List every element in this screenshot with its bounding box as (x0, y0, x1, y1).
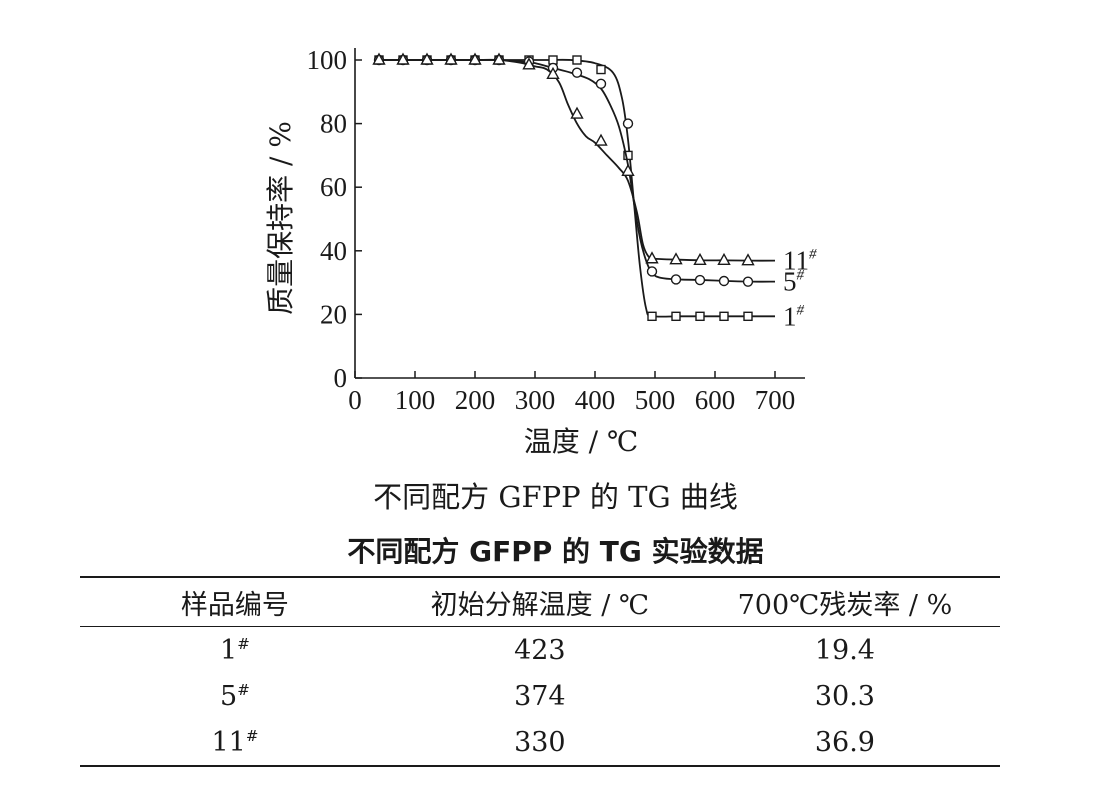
x-tick-label: 500 (635, 385, 676, 415)
chart-axes: 0 20 40 60 80 100 0 100 200 300 400 500 600 700 (307, 45, 805, 415)
square-marker (647, 311, 657, 322)
sample-sup: # (237, 634, 250, 653)
triangle-marker (396, 52, 410, 65)
series-5# (373, 54, 776, 287)
series-11# (372, 52, 776, 266)
chart-series (372, 52, 776, 322)
triangle-marker (570, 106, 584, 119)
table-title: 不同配方 GFPP 的 TG 实验数据 (347, 535, 764, 568)
triangle-marker (645, 251, 659, 264)
tg-data-table: 样品编号 初始分解温度 / ℃ 700℃残炭率 / % 1# 423 19.4 … (80, 576, 1000, 767)
series-line (379, 58, 775, 318)
x-tick-label: 100 (395, 385, 436, 415)
series-label-1#: 1# (783, 301, 805, 331)
triangle-marker (468, 52, 482, 65)
circle-marker (694, 274, 706, 286)
tg-chart: 0 20 40 60 80 100 0 100 200 300 400 500 600 700 1#5#1… (264, 45, 817, 458)
cell-onset: 330 (514, 726, 566, 758)
sample-sup: # (237, 680, 250, 699)
series-label-11#: 11# (783, 246, 817, 276)
header-char-residue: 700℃残炭率 / % (737, 589, 953, 621)
square-marker (596, 64, 606, 75)
x-tick-label: 400 (575, 385, 616, 415)
circle-marker (718, 275, 730, 287)
header-onset-temp: 初始分解温度 / ℃ (430, 589, 650, 621)
triangle-marker (741, 253, 755, 266)
triangle-marker (693, 252, 707, 266)
circle-marker (571, 67, 583, 78)
x-tick-label: 600 (695, 385, 736, 415)
cell-sample: 1# (80, 627, 390, 674)
triangle-marker (372, 52, 386, 65)
y-tick-label: 100 (307, 45, 348, 75)
header-sample: 样品编号 (180, 589, 289, 621)
y-tick-label: 20 (320, 299, 347, 329)
sample-sup: # (245, 726, 259, 745)
triangle-marker (420, 52, 434, 65)
table-header-row: 样品编号 初始分解温度 / ℃ 700℃残炭率 / % (80, 577, 1000, 627)
square-marker (743, 311, 753, 322)
table-row: 11# 330 36.9 (80, 719, 1000, 766)
y-tick-label: 0 (334, 363, 348, 393)
y-tick-label: 80 (320, 109, 347, 139)
series-line (379, 58, 776, 262)
circle-marker (622, 118, 634, 129)
square-marker (695, 311, 705, 322)
cell-onset: 374 (514, 680, 566, 712)
triangle-marker (492, 52, 506, 65)
triangle-marker (669, 252, 683, 265)
circle-marker (670, 274, 682, 285)
table-row: 5# 374 30.3 (80, 673, 1000, 719)
sample-id: 11 (211, 726, 246, 758)
table-row: 1# 423 19.4 (80, 627, 1000, 674)
triangle-marker (522, 57, 536, 70)
series-line (379, 58, 776, 283)
circle-marker (646, 266, 658, 277)
y-tick-label: 40 (320, 236, 347, 266)
x-tick-label: 0 (348, 385, 362, 415)
x-tick-label: 200 (455, 385, 496, 415)
cell-residue: 30.3 (814, 680, 875, 712)
circle-marker (595, 78, 607, 90)
y-axis-label: 质量保持率 / % (264, 121, 297, 315)
cell-residue: 36.9 (814, 726, 875, 758)
cell-residue: 19.4 (814, 634, 875, 666)
sample-id: 5 (220, 680, 238, 712)
triangle-marker (546, 66, 560, 80)
square-marker (671, 311, 681, 322)
triangle-marker (717, 252, 731, 266)
cell-sample: 11# (80, 719, 390, 766)
x-tick-label: 300 (515, 385, 556, 415)
triangle-marker (444, 52, 458, 65)
triangle-marker (594, 133, 608, 146)
square-marker (623, 150, 633, 161)
x-tick-label: 700 (755, 385, 796, 415)
sample-id: 1 (220, 634, 238, 666)
circle-marker (742, 276, 754, 287)
y-tick-label: 60 (320, 172, 347, 202)
square-marker (572, 55, 582, 65)
cell-onset: 423 (514, 634, 566, 666)
x-axis-label: 温度 / ℃ (524, 425, 639, 458)
figure-caption: 不同配方 GFPP 的 TG 曲线 (373, 480, 738, 514)
triangle-marker (621, 163, 635, 177)
cell-sample: 5# (80, 673, 390, 719)
chart-series-labels: 1#5#11# (783, 246, 817, 332)
square-marker (719, 311, 729, 322)
